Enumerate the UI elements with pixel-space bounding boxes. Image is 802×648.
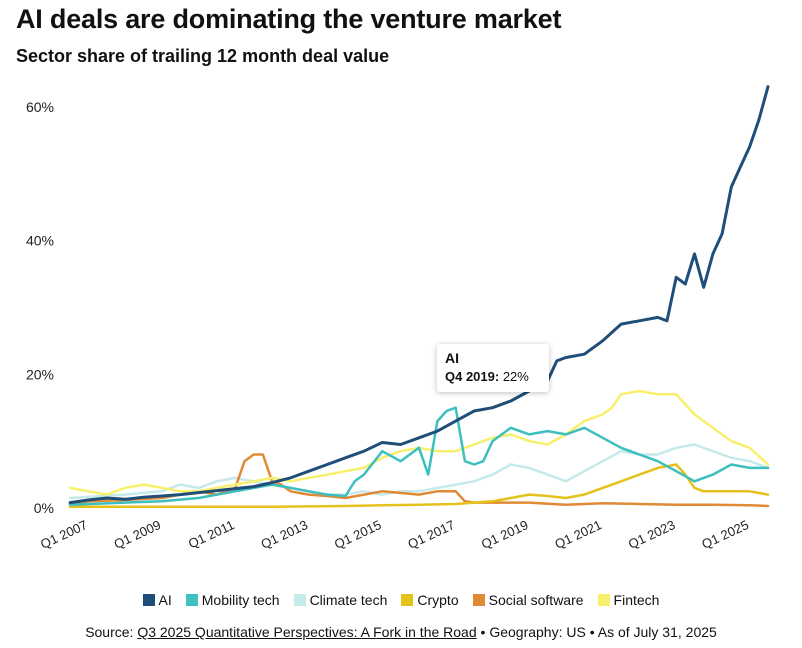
legend-swatch xyxy=(597,594,610,606)
x-tick-label: Q1 2015 xyxy=(332,517,384,552)
legend-label: Crypto xyxy=(417,592,459,608)
x-tick-label: Q1 2019 xyxy=(479,517,531,552)
legend-item-fintech[interactable]: Fintech xyxy=(597,592,660,608)
legend-label: AI xyxy=(158,592,172,608)
series-line-crypto[interactable] xyxy=(68,463,770,508)
series-line-social-software[interactable] xyxy=(68,453,770,508)
y-tick-label: 0% xyxy=(34,500,54,516)
chart-title: AI deals are dominating the venture mark… xyxy=(16,4,562,34)
x-tick-label: Q1 2023 xyxy=(626,517,678,552)
series-line-fintech[interactable] xyxy=(68,389,770,496)
y-tick-label: 20% xyxy=(26,366,54,382)
x-tick-label: Q1 2013 xyxy=(259,517,311,552)
legend-swatch xyxy=(293,594,306,606)
legend-label: Climate tech xyxy=(309,592,388,608)
legend-label: Fintech xyxy=(613,592,660,608)
source-prefix: Source: xyxy=(85,624,138,640)
legend-label: Mobility tech xyxy=(201,592,280,608)
series-line-climate-tech[interactable] xyxy=(68,443,770,500)
y-tick-label: 40% xyxy=(26,233,54,249)
source-link[interactable]: Q3 2025 Quantitative Perspectives: A For… xyxy=(137,624,477,640)
legend-item-climate-tech[interactable]: Climate tech xyxy=(293,592,388,608)
legend-swatch xyxy=(142,594,155,606)
x-tick-label: Q1 2017 xyxy=(405,517,457,552)
x-tick-label: Q1 2011 xyxy=(186,517,237,551)
source-suffix: • Geography: US • As of July 31, 2025 xyxy=(476,624,717,640)
chart-legend: AI Mobility tech Climate tech Crypto Social … xyxy=(0,592,802,608)
chart-plot: 0% 20% 40% 60% Q1 2007 Q1 2009 Q1 2011 Q1 2013 Q… xyxy=(26,85,770,552)
x-tick-label: Q1 2007 xyxy=(38,517,90,552)
legend-swatch xyxy=(472,594,485,606)
tooltip-value: 22% xyxy=(502,369,529,384)
y-tick-label: 60% xyxy=(26,99,54,115)
tooltip-series: AI xyxy=(445,350,459,366)
legend-item-ai[interactable]: AI xyxy=(142,592,172,608)
series-line-ai[interactable] xyxy=(68,85,770,505)
x-tick-label: Q1 2021 xyxy=(552,517,604,552)
legend-swatch xyxy=(401,594,414,606)
source-line: Source: Q3 2025 Quantitative Perspective… xyxy=(0,624,802,640)
legend-label: Social software xyxy=(488,592,584,608)
x-tick-label: Q1 2025 xyxy=(699,517,751,552)
legend-item-social-software[interactable]: Social software xyxy=(472,592,584,608)
legend-item-mobility-tech[interactable]: Mobility tech xyxy=(185,592,280,608)
series-line-mobility-tech[interactable] xyxy=(68,406,770,506)
legend-item-crypto[interactable]: Crypto xyxy=(401,592,459,608)
tooltip-date: Q4 2019: xyxy=(445,369,500,384)
legend-swatch xyxy=(185,594,198,606)
data-tooltip: AI Q4 2019: 22% xyxy=(437,344,549,392)
x-tick-label: Q1 2009 xyxy=(112,517,164,552)
chart-subtitle: Sector share of trailing 12 month deal v… xyxy=(16,46,390,66)
